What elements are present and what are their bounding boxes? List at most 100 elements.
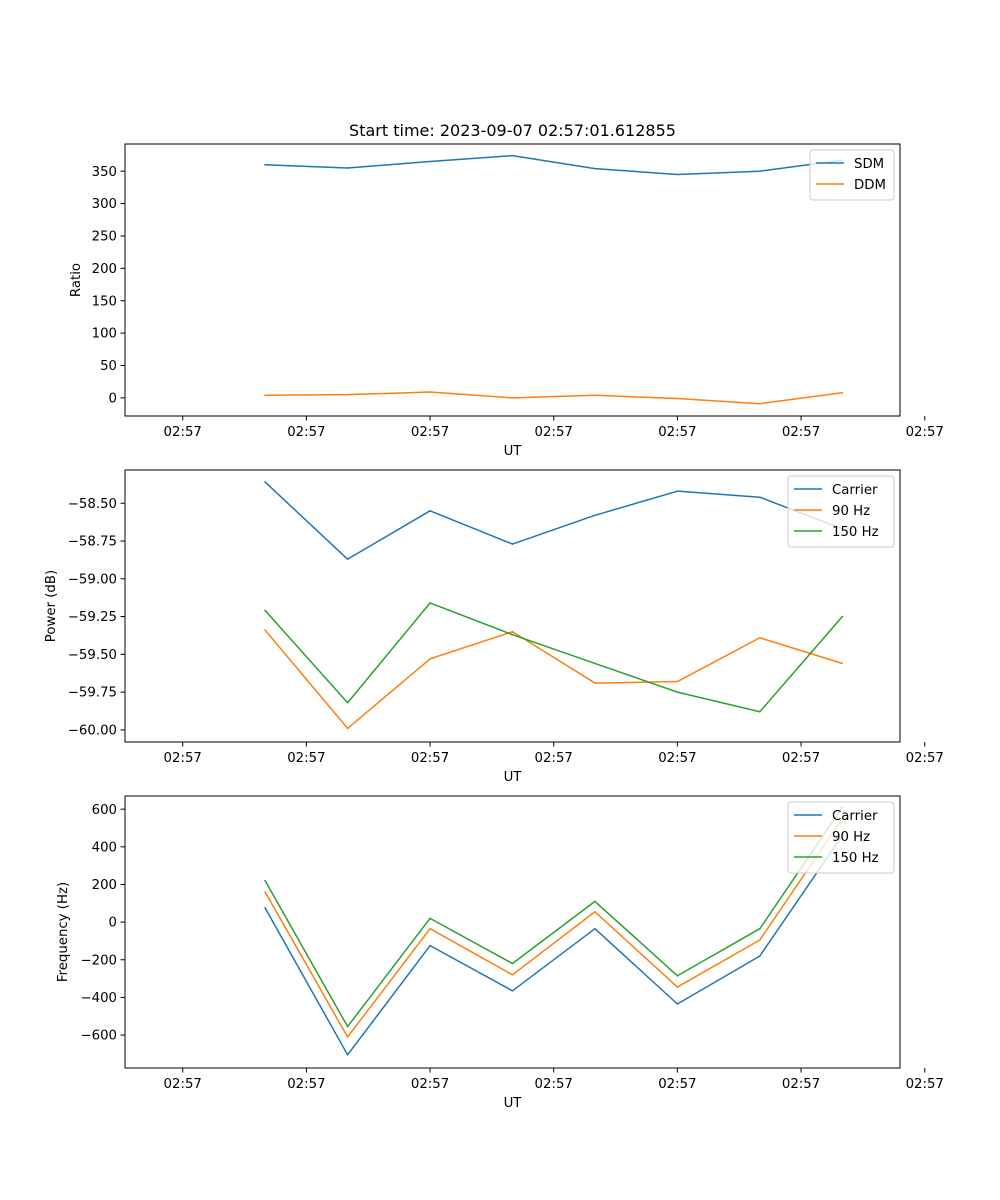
data-point-90-hz (429, 658, 431, 660)
data-point-carrier (511, 990, 514, 992)
x-tick-label: 02:57 (906, 425, 944, 440)
data-point-150-hz (676, 974, 679, 977)
y-tick-label: −59.00 (68, 572, 117, 587)
data-point-carrier (346, 1054, 349, 1056)
data-point-150-hz (676, 691, 679, 693)
legend-label: 90 Hz (832, 830, 870, 845)
x-axis-label: UT (504, 1096, 523, 1111)
data-point-90-hz (759, 636, 761, 639)
x-tick-label: 02:57 (411, 1077, 449, 1092)
data-point-90-hz (759, 939, 761, 941)
data-point-ddm (841, 391, 844, 394)
y-tick-label: 0 (109, 391, 117, 406)
data-point-carrier (594, 927, 596, 930)
data-point-carrier (264, 907, 266, 909)
data-point-sdm (594, 167, 596, 170)
legend-label: Carrier (832, 809, 878, 824)
x-tick-label: 02:57 (782, 751, 820, 766)
series-line-90-hz (264, 817, 844, 1038)
data-point-ddm (429, 391, 431, 393)
x-axis-label: UT (504, 444, 523, 459)
data-point-sdm (264, 163, 266, 166)
data-point-ddm (676, 397, 679, 400)
series-line-150-hz (264, 602, 844, 713)
data-point-carrier (511, 543, 514, 545)
data-point-sdm (676, 173, 679, 176)
legend-label: Carrier (832, 483, 878, 498)
data-point-sdm (511, 154, 514, 157)
x-tick-label: 02:57 (906, 751, 944, 766)
legend-label: SDM (854, 157, 884, 172)
legend-box (787, 475, 895, 548)
data-point-90-hz (346, 1036, 349, 1038)
data-point-150-hz (841, 615, 844, 618)
data-point-ddm (759, 402, 761, 405)
series-line-90-hz (264, 629, 844, 730)
x-tick-label: 02:57 (658, 425, 696, 440)
y-tick-label: −600 (80, 1029, 117, 1044)
data-point-ddm (511, 397, 514, 399)
data-point-sdm (759, 170, 761, 172)
data-point-90-hz (264, 891, 266, 893)
y-tick-label: 250 (92, 230, 117, 245)
y-tick-label: 100 (92, 327, 117, 342)
y-tick-label: −59.75 (68, 686, 117, 701)
y-tick-label: 150 (92, 294, 117, 309)
y-axis-label: Power (dB) (44, 570, 59, 642)
series-line-carrier (264, 834, 844, 1056)
x-tick-label: 02:57 (658, 751, 696, 766)
data-point-90-hz (676, 986, 679, 988)
data-point-carrier (759, 955, 761, 957)
data-point-150-hz (759, 710, 761, 713)
data-point-150-hz (594, 900, 596, 903)
x-tick-label: 02:57 (287, 751, 325, 766)
data-point-sdm (346, 167, 349, 169)
y-tick-label: −59.50 (68, 648, 117, 663)
data-point-150-hz (759, 927, 761, 930)
chart-panels: 02:57 02:57 02:57 02:57 02:57 02:57 02:57 0 50 10… (44, 143, 944, 1111)
y-tick-label: 200 (92, 262, 117, 277)
data-point-carrier (429, 944, 431, 947)
chart-panel-3: 02:57 02:57 02:57 02:57 02:57 02:57 02:57 −600 −… (56, 795, 944, 1111)
data-point-sdm (429, 160, 431, 163)
data-point-150-hz (594, 662, 596, 665)
x-tick-label: 02:57 (164, 751, 202, 766)
series-line-carrier (264, 481, 844, 560)
y-tick-label: 400 (92, 840, 117, 855)
x-tick-label: 02:57 (535, 1077, 573, 1092)
data-point-150-hz (429, 917, 431, 920)
y-tick-label: −60.00 (68, 724, 117, 739)
x-tick-label: 02:57 (287, 425, 325, 440)
data-point-carrier (594, 514, 596, 517)
series-line-ddm (264, 391, 844, 405)
x-tick-label: 02:57 (535, 751, 573, 766)
data-point-90-hz (594, 682, 596, 684)
y-tick-label: −58.75 (68, 535, 117, 550)
y-axis-label: Ratio (69, 263, 84, 297)
y-tick-label: 350 (92, 165, 117, 180)
data-point-ddm (346, 393, 349, 396)
data-point-ddm (264, 394, 266, 397)
data-point-90-hz (511, 630, 514, 633)
x-tick-label: 02:57 (906, 1077, 944, 1092)
data-point-150-hz (264, 609, 266, 612)
x-tick-label: 02:57 (411, 751, 449, 766)
data-point-carrier (759, 496, 761, 499)
figure-title: Start time: 2023-09-07 02:57:01.612855 (349, 121, 676, 140)
series-line-150-hz (264, 806, 844, 1028)
data-point-150-hz (264, 879, 266, 882)
y-tick-label: −400 (80, 991, 117, 1006)
data-point-carrier (264, 481, 266, 483)
x-tick-label: 02:57 (164, 425, 202, 440)
data-point-90-hz (594, 910, 596, 913)
data-point-90-hz (676, 680, 679, 683)
y-tick-label: 300 (92, 197, 117, 212)
x-axis-label: UT (504, 770, 523, 785)
chart-panel-2: 02:57 02:57 02:57 02:57 02:57 02:57 02:57 −60.0… (44, 469, 944, 785)
y-tick-label: −200 (80, 953, 117, 968)
y-tick-label: 200 (92, 878, 117, 893)
data-point-carrier (676, 490, 679, 492)
data-point-carrier (676, 1003, 679, 1005)
x-tick-label: 02:57 (411, 425, 449, 440)
